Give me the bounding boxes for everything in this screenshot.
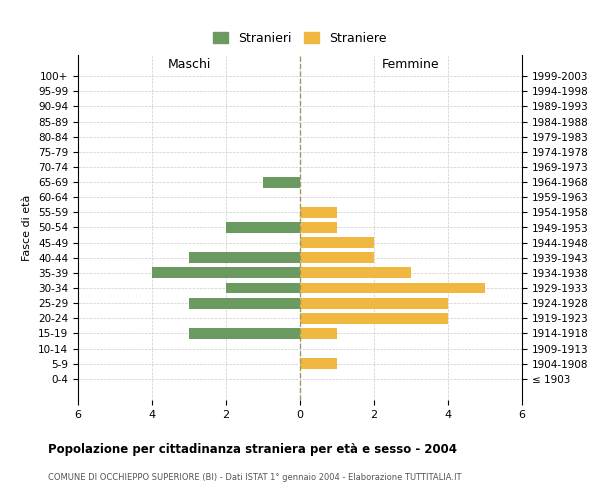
Bar bbox=[300, 313, 448, 324]
Text: Maschi: Maschi bbox=[167, 58, 211, 70]
Text: COMUNE DI OCCHIEPPO SUPERIORE (BI) - Dati ISTAT 1° gennaio 2004 - Elaborazione T: COMUNE DI OCCHIEPPO SUPERIORE (BI) - Dat… bbox=[48, 472, 461, 482]
Bar bbox=[300, 298, 448, 308]
Bar bbox=[226, 282, 300, 294]
Text: Femmine: Femmine bbox=[382, 58, 440, 70]
Bar bbox=[300, 282, 485, 294]
Bar bbox=[300, 207, 337, 218]
Bar bbox=[226, 222, 300, 233]
Bar bbox=[300, 237, 374, 248]
Bar bbox=[263, 176, 300, 188]
Legend: Stranieri, Straniere: Stranieri, Straniere bbox=[208, 26, 392, 50]
Bar bbox=[300, 252, 374, 263]
Bar bbox=[189, 252, 300, 263]
Bar bbox=[300, 328, 337, 339]
Text: Popolazione per cittadinanza straniera per età e sesso - 2004: Popolazione per cittadinanza straniera p… bbox=[48, 442, 457, 456]
Bar bbox=[300, 358, 337, 369]
Bar bbox=[189, 298, 300, 308]
Y-axis label: Fasce di età: Fasce di età bbox=[22, 194, 32, 260]
Bar bbox=[300, 268, 411, 278]
Bar bbox=[152, 268, 300, 278]
Bar bbox=[189, 328, 300, 339]
Bar bbox=[300, 222, 337, 233]
